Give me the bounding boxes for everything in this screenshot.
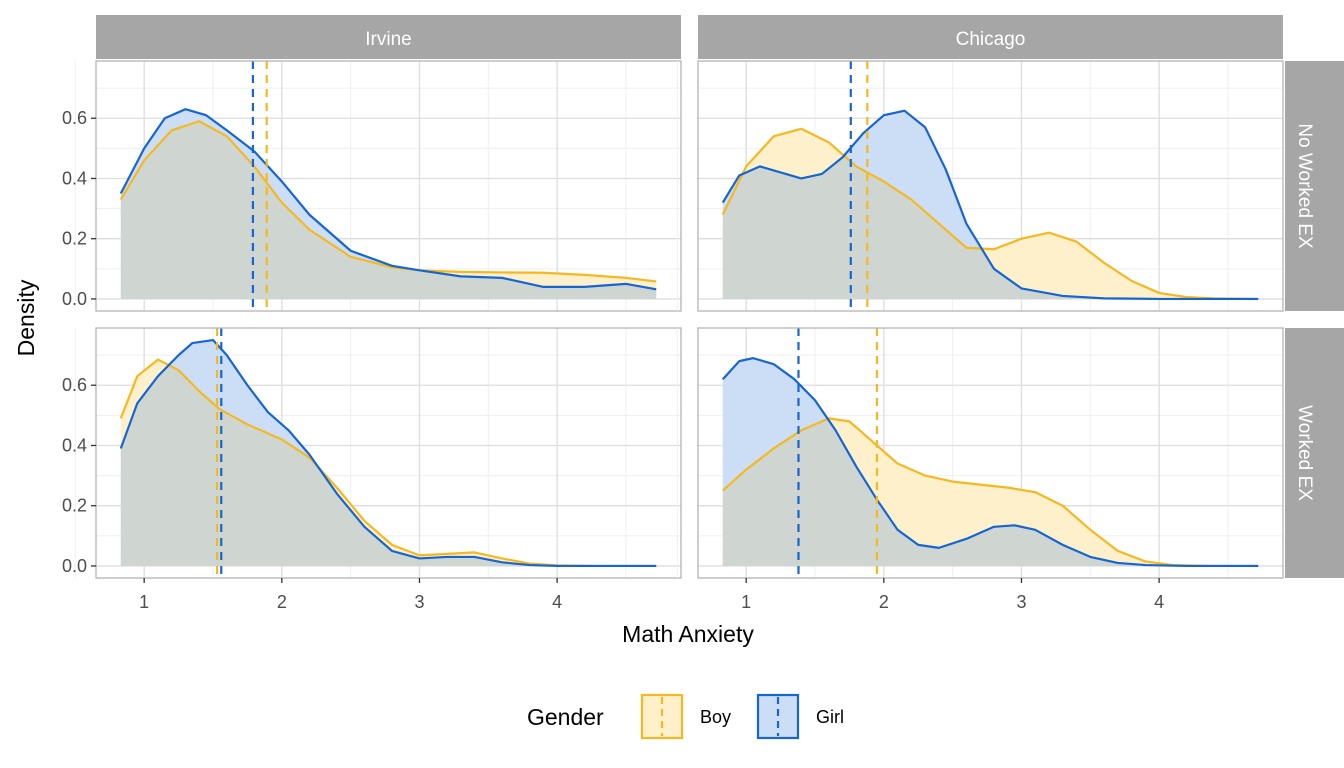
strip-label-irvine: Irvine <box>365 29 411 50</box>
x-tick-label: 4 <box>552 592 562 612</box>
density-line-girl <box>119 108 657 291</box>
panel-border <box>95 60 682 312</box>
panel-border <box>95 327 682 579</box>
y-tick-label: 0.0 <box>62 289 87 309</box>
panel-border <box>697 327 1284 579</box>
strip-chicago <box>698 15 1283 59</box>
panel-chicago-worked-ex <box>676 327 1284 579</box>
legend-key-boy <box>640 693 684 740</box>
legend: Gender Boy Girl <box>527 693 844 740</box>
density-line-boy <box>119 120 657 283</box>
density-line-boy <box>721 127 1259 301</box>
axes-layer: 0.0 0.2 0.4 0.6 0.0 0.2 0.4 0.6 1 2 3 4 1 2 3 4 <box>62 108 1164 612</box>
y-axis-title: Density <box>13 279 39 356</box>
y-tick-label: 0.4 <box>62 435 87 455</box>
density-line-girl <box>119 338 657 568</box>
legend-label-boy: Boy <box>700 707 731 727</box>
strip-irvine <box>96 15 681 59</box>
panel-irvine-worked-ex <box>74 327 682 579</box>
panels-layer: Irvine Chicago No Worked EX Worked EX <box>74 15 1344 579</box>
legend-key-girl <box>756 693 800 740</box>
x-tick-label: 3 <box>414 592 424 612</box>
x-tick-label: 1 <box>741 592 751 612</box>
density-line-boy <box>722 417 1259 568</box>
panel-border <box>697 60 1284 312</box>
strip-worked-ex <box>1285 328 1344 578</box>
y-tick-label: 0.6 <box>62 108 87 128</box>
x-tick-label: 2 <box>277 592 287 612</box>
y-tick-label: 0.2 <box>62 229 87 249</box>
density-line-boy <box>119 358 657 568</box>
density-line-girl <box>721 109 1259 301</box>
y-tick-label: 0.2 <box>62 496 87 516</box>
strip-no-worked-ex <box>1285 61 1344 311</box>
strip-label-no-worked-ex: No Worked EX <box>1294 123 1315 249</box>
y-tick-label: 0.4 <box>62 168 87 188</box>
density-area-overlap <box>722 418 1259 566</box>
panel-chicago-no-worked-ex <box>676 60 1284 312</box>
x-tick-label: 2 <box>879 592 889 612</box>
x-tick-label: 1 <box>139 592 149 612</box>
legend-title: Gender <box>527 704 604 730</box>
legend-label-girl: Girl <box>816 707 844 727</box>
density-line-girl <box>721 357 1259 568</box>
strip-label-worked-ex: Worked EX <box>1294 405 1315 501</box>
y-tick-label: 0.0 <box>62 556 87 576</box>
panel-irvine-no-worked-ex <box>74 60 682 312</box>
x-tick-label: 4 <box>1154 592 1164 612</box>
x-tick-label: 3 <box>1016 592 1026 612</box>
x-axis-title: Math Anxiety <box>622 621 754 647</box>
strip-label-chicago: Chicago <box>956 29 1026 50</box>
y-tick-label: 0.6 <box>62 375 87 395</box>
